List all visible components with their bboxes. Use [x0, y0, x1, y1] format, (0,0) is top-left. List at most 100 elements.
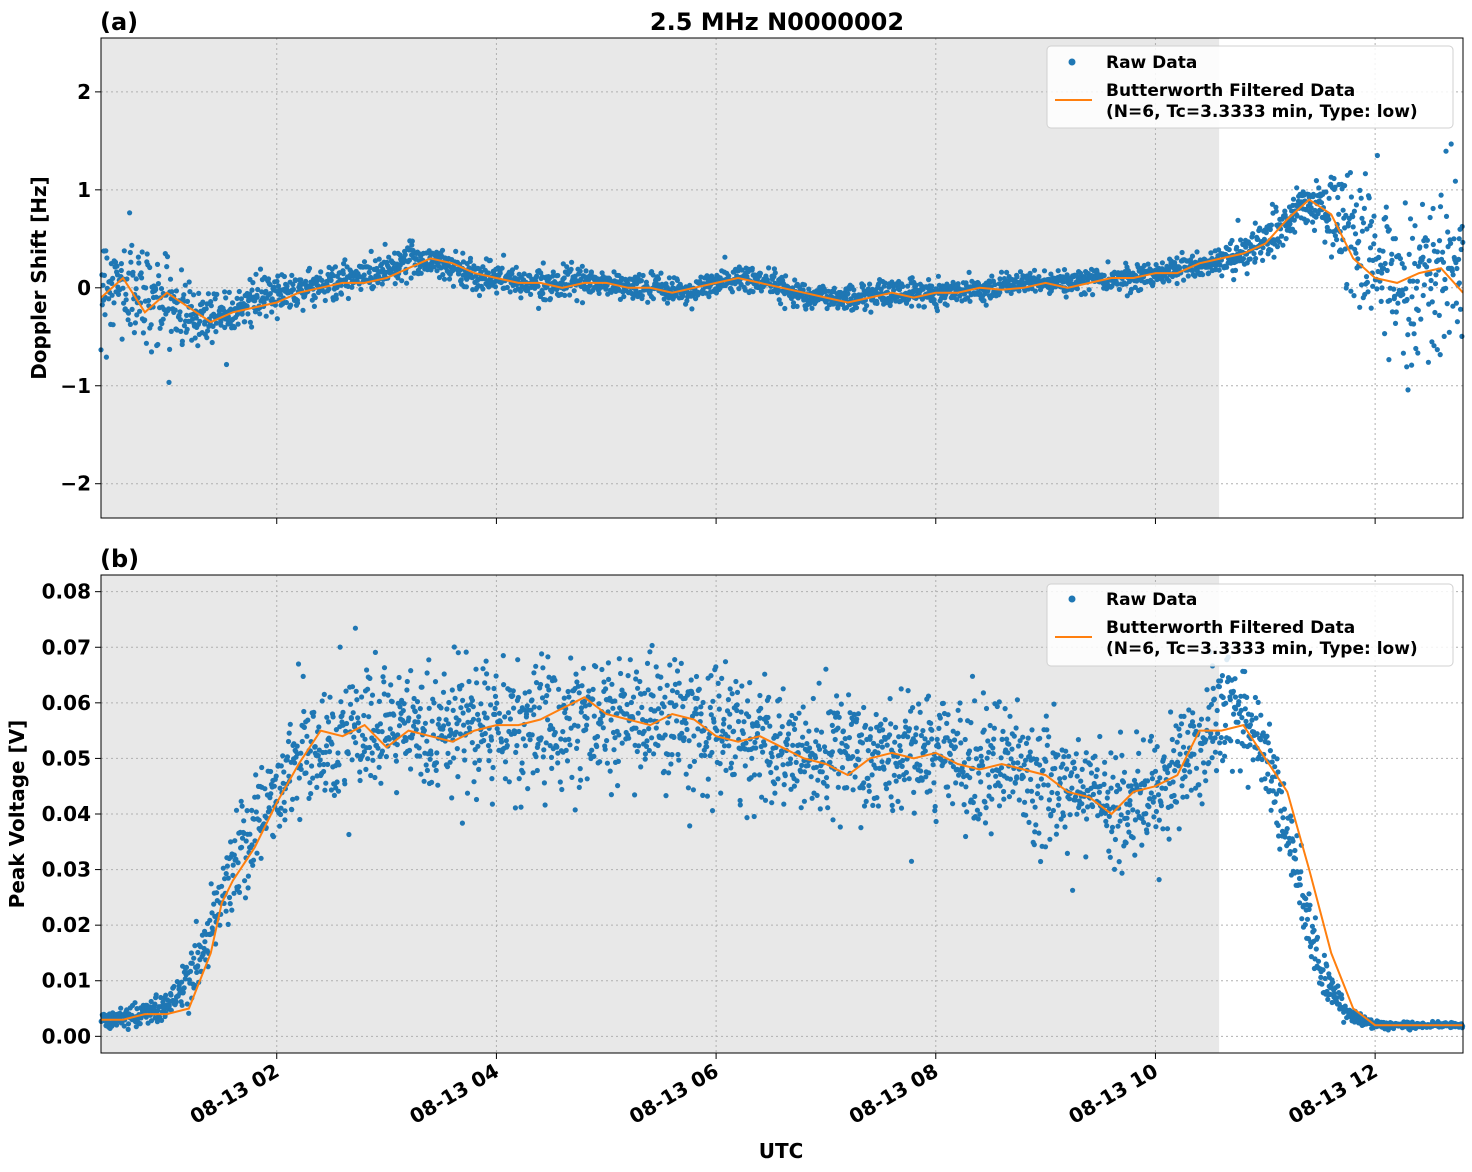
raw-point — [908, 858, 915, 864]
raw-point — [362, 736, 368, 742]
raw-point — [577, 766, 583, 772]
raw-point — [181, 323, 187, 329]
raw-point — [1414, 278, 1420, 284]
raw-point — [1401, 265, 1407, 271]
raw-point — [192, 335, 198, 341]
raw-point — [549, 289, 555, 295]
raw-point — [492, 705, 498, 712]
raw-point — [661, 768, 667, 774]
raw-point — [715, 680, 721, 687]
raw-point — [1420, 292, 1426, 299]
raw-point — [1147, 738, 1153, 744]
raw-point — [1272, 764, 1278, 770]
raw-point — [1150, 280, 1156, 286]
raw-point — [839, 765, 846, 771]
y-tick-label: 1 — [77, 178, 91, 202]
raw-point — [741, 719, 747, 725]
raw-point — [562, 292, 568, 298]
raw-point — [368, 772, 374, 779]
raw-point — [106, 296, 112, 302]
raw-point — [159, 321, 165, 327]
raw-point — [758, 705, 764, 712]
raw-point — [707, 704, 713, 711]
raw-point — [515, 694, 522, 701]
raw-point — [503, 738, 509, 744]
raw-point — [416, 714, 422, 720]
raw-point — [604, 738, 610, 744]
raw-point — [346, 831, 352, 838]
raw-point — [498, 739, 505, 745]
raw-point — [1265, 771, 1271, 777]
raw-point — [438, 265, 444, 271]
raw-point — [698, 711, 704, 717]
raw-point — [1177, 751, 1183, 757]
raw-point — [399, 278, 405, 284]
raw-point — [1062, 824, 1068, 830]
raw-point — [1313, 178, 1319, 184]
raw-point — [930, 762, 936, 768]
raw-point — [990, 745, 996, 751]
raw-point — [441, 671, 447, 677]
raw-point — [292, 760, 298, 766]
raw-point — [1066, 753, 1072, 759]
raw-point — [977, 745, 984, 751]
raw-point — [330, 714, 336, 720]
raw-point — [900, 283, 906, 289]
raw-point — [347, 701, 354, 707]
raw-point — [120, 285, 126, 291]
raw-point — [1432, 309, 1438, 316]
raw-point — [239, 835, 246, 841]
raw-point — [1251, 251, 1257, 257]
raw-point — [488, 702, 494, 708]
raw-point — [708, 712, 714, 718]
raw-point — [984, 755, 990, 761]
raw-point — [1432, 281, 1439, 287]
raw-point — [560, 729, 566, 735]
raw-point — [1181, 768, 1187, 774]
raw-point — [473, 273, 479, 279]
raw-point — [1445, 229, 1451, 235]
raw-point — [926, 770, 932, 776]
raw-point — [465, 719, 471, 725]
raw-point — [852, 774, 858, 780]
raw-point — [1134, 278, 1140, 284]
raw-point — [1190, 710, 1196, 716]
raw-point — [1185, 273, 1191, 279]
raw-point — [1012, 780, 1019, 786]
raw-point — [371, 737, 377, 744]
raw-point — [890, 807, 896, 814]
raw-point — [357, 769, 363, 775]
raw-point — [650, 693, 656, 699]
raw-point — [643, 743, 650, 750]
raw-point — [1284, 826, 1290, 832]
raw-point — [1437, 204, 1444, 210]
raw-point — [558, 736, 564, 742]
raw-point — [516, 776, 522, 782]
raw-point — [536, 305, 542, 311]
raw-point — [644, 660, 651, 667]
raw-point — [1314, 934, 1321, 941]
raw-point — [1112, 836, 1118, 843]
raw-point — [1424, 237, 1430, 243]
raw-point — [850, 754, 856, 760]
raw-point — [1043, 713, 1049, 719]
raw-point — [262, 786, 268, 792]
raw-point — [892, 739, 898, 745]
raw-point — [1061, 267, 1068, 273]
raw-point — [601, 679, 607, 685]
raw-point — [668, 761, 674, 767]
y-tick-label: 0 — [77, 276, 91, 300]
raw-point — [635, 710, 641, 716]
raw-point — [607, 768, 613, 774]
raw-point — [985, 738, 991, 744]
raw-point — [1203, 778, 1209, 784]
raw-point — [358, 286, 364, 292]
raw-point — [406, 747, 413, 754]
raw-point — [721, 721, 727, 727]
raw-point — [461, 748, 467, 754]
raw-point — [489, 801, 495, 807]
raw-point — [550, 726, 556, 732]
raw-point — [245, 885, 251, 891]
raw-point — [821, 744, 828, 750]
raw-point — [523, 711, 530, 717]
